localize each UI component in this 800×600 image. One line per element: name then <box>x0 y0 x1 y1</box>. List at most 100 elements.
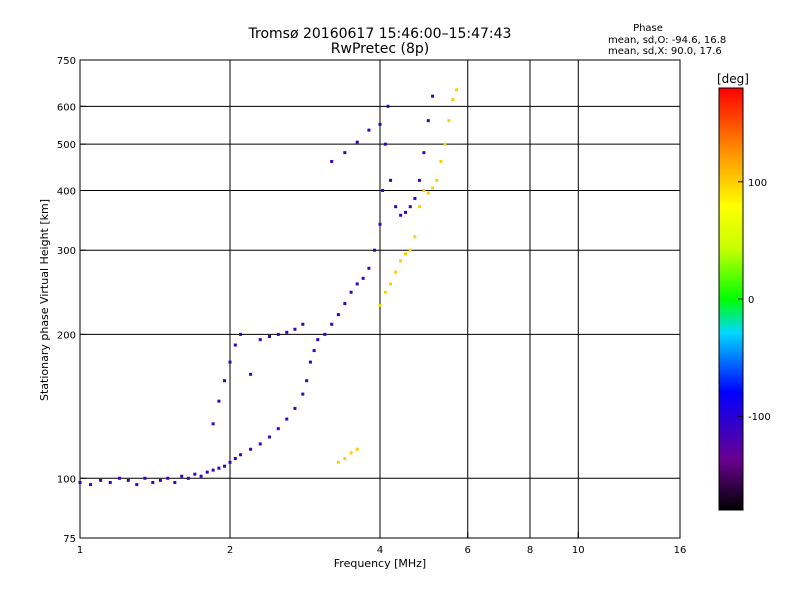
data-point <box>193 472 197 476</box>
data-point <box>223 464 227 468</box>
data-point <box>78 480 82 484</box>
data-point <box>249 372 253 376</box>
data-point <box>355 447 359 451</box>
data-point <box>205 470 209 474</box>
data-point <box>258 442 262 446</box>
data-point <box>389 178 393 182</box>
data-point <box>383 290 387 294</box>
colorbar-ticks: 100 0 -100 <box>738 178 771 423</box>
data-point <box>126 478 130 482</box>
phase-stats-o: mean, sd,O: -94.6, 16.8 <box>608 35 726 46</box>
data-point <box>99 478 103 482</box>
data-point <box>330 159 334 163</box>
data-point <box>276 332 280 336</box>
data-point <box>394 205 398 209</box>
data-point <box>439 159 443 163</box>
data-point <box>158 478 162 482</box>
data-point <box>394 270 398 274</box>
y-tick-label: 300 <box>57 246 76 257</box>
data-point <box>451 98 455 102</box>
data-point <box>417 205 421 209</box>
data-point <box>367 128 371 132</box>
y-tick-label: 750 <box>57 56 76 67</box>
data-point <box>143 476 147 480</box>
colorbar-tick-label: 0 <box>748 295 754 306</box>
data-point <box>135 483 139 487</box>
data-point <box>117 476 121 480</box>
data-point <box>413 235 417 239</box>
data-point <box>285 417 289 421</box>
series-X <box>336 88 459 464</box>
colorbar-tick-label: -100 <box>748 412 771 423</box>
data-point <box>403 210 407 214</box>
data-point <box>186 476 190 480</box>
x-axis-label: Frequency [MHz] <box>334 557 426 570</box>
data-point <box>293 327 297 331</box>
data-point <box>443 142 447 146</box>
data-point <box>422 151 426 155</box>
data-point <box>383 142 387 146</box>
series-O <box>78 94 435 487</box>
x-tick-label: 1 <box>77 545 83 556</box>
y-tick-label: 75 <box>63 534 76 545</box>
data-point <box>399 213 403 217</box>
data-point <box>239 332 243 336</box>
data-point <box>312 349 316 353</box>
chart-subtitle: RwPretec (8p) <box>331 41 429 57</box>
data-point <box>431 94 435 98</box>
data-point <box>381 188 385 192</box>
chart-title: Tromsø 20160617 15:46:00–15:47:43 <box>248 26 512 42</box>
y-tick-label: 400 <box>57 186 76 197</box>
data-point <box>426 191 430 195</box>
data-point <box>417 178 421 182</box>
data-point <box>361 276 365 280</box>
data-point <box>180 474 184 478</box>
data-point <box>228 460 232 464</box>
y-tick-label: 200 <box>57 330 76 341</box>
data-point <box>305 379 309 383</box>
data-point <box>389 282 393 286</box>
data-point <box>249 447 253 451</box>
data-point <box>330 322 334 326</box>
data-point <box>228 360 232 364</box>
data-point <box>166 476 170 480</box>
data-point <box>173 480 177 484</box>
colorbar-unit: [deg] <box>717 72 749 86</box>
y-tick-label: 500 <box>57 140 76 151</box>
plot-area: 1 2 4 6 8 10 16 75 100 200 300 400 500 600 750 <box>57 56 686 556</box>
colorbar-tick-label: 100 <box>748 178 767 189</box>
data-point <box>422 188 426 192</box>
data-point <box>217 399 221 403</box>
data-point <box>223 379 227 383</box>
data-point <box>301 392 305 396</box>
data-point <box>151 480 155 484</box>
data-point <box>316 338 320 342</box>
x-tick-label: 6 <box>465 545 471 556</box>
data-point <box>211 468 215 472</box>
data-point <box>239 453 243 457</box>
data-point <box>336 313 340 317</box>
data-point <box>413 196 417 200</box>
data-point <box>399 259 403 263</box>
data-point <box>233 456 237 460</box>
data-point <box>258 338 262 342</box>
data-point <box>323 332 327 336</box>
data-point <box>431 186 435 190</box>
data-point <box>408 248 412 252</box>
data-point <box>355 282 359 286</box>
data-point <box>355 140 359 144</box>
data-point <box>267 435 271 439</box>
data-point <box>403 252 407 256</box>
data-point <box>211 422 215 426</box>
data-point <box>455 88 459 92</box>
data-point <box>199 474 203 478</box>
x-tick-label: 8 <box>527 545 533 556</box>
data-point <box>349 451 353 455</box>
data-point <box>276 427 280 431</box>
y-tick-label: 100 <box>57 474 76 485</box>
data-point <box>367 266 371 270</box>
data-point <box>89 483 93 487</box>
data-point <box>386 104 390 108</box>
phase-stats-title: Phase <box>633 23 663 34</box>
